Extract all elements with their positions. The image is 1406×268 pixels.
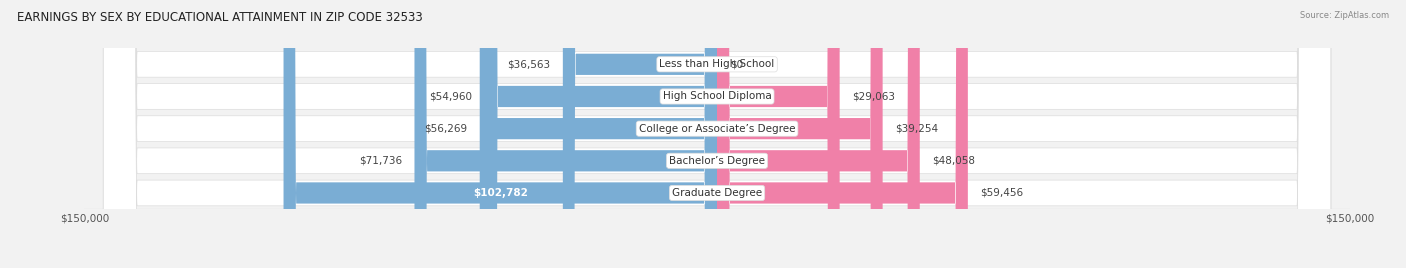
- Text: $102,782: $102,782: [472, 188, 527, 198]
- FancyBboxPatch shape: [562, 0, 717, 268]
- Text: $54,960: $54,960: [430, 91, 472, 102]
- FancyBboxPatch shape: [104, 0, 1330, 268]
- FancyBboxPatch shape: [104, 0, 1330, 268]
- FancyBboxPatch shape: [284, 0, 717, 268]
- Text: $56,269: $56,269: [425, 124, 467, 134]
- Text: $39,254: $39,254: [896, 124, 938, 134]
- FancyBboxPatch shape: [717, 0, 967, 268]
- FancyBboxPatch shape: [717, 0, 883, 268]
- Text: Bachelor’s Degree: Bachelor’s Degree: [669, 156, 765, 166]
- FancyBboxPatch shape: [485, 0, 717, 268]
- Text: $36,563: $36,563: [508, 59, 550, 69]
- FancyBboxPatch shape: [717, 0, 839, 268]
- Text: Less than High School: Less than High School: [659, 59, 775, 69]
- Text: $0: $0: [730, 59, 742, 69]
- FancyBboxPatch shape: [717, 0, 920, 268]
- FancyBboxPatch shape: [104, 0, 1330, 268]
- FancyBboxPatch shape: [415, 0, 717, 268]
- Text: Source: ZipAtlas.com: Source: ZipAtlas.com: [1301, 11, 1389, 20]
- Text: $48,058: $48,058: [932, 156, 976, 166]
- Text: High School Diploma: High School Diploma: [662, 91, 772, 102]
- FancyBboxPatch shape: [104, 0, 1330, 268]
- Text: $29,063: $29,063: [852, 91, 896, 102]
- Text: $71,736: $71,736: [359, 156, 402, 166]
- FancyBboxPatch shape: [479, 0, 717, 268]
- Text: College or Associate’s Degree: College or Associate’s Degree: [638, 124, 796, 134]
- FancyBboxPatch shape: [104, 0, 1330, 268]
- Text: $59,456: $59,456: [980, 188, 1024, 198]
- Text: EARNINGS BY SEX BY EDUCATIONAL ATTAINMENT IN ZIP CODE 32533: EARNINGS BY SEX BY EDUCATIONAL ATTAINMEN…: [17, 11, 423, 24]
- Text: Graduate Degree: Graduate Degree: [672, 188, 762, 198]
